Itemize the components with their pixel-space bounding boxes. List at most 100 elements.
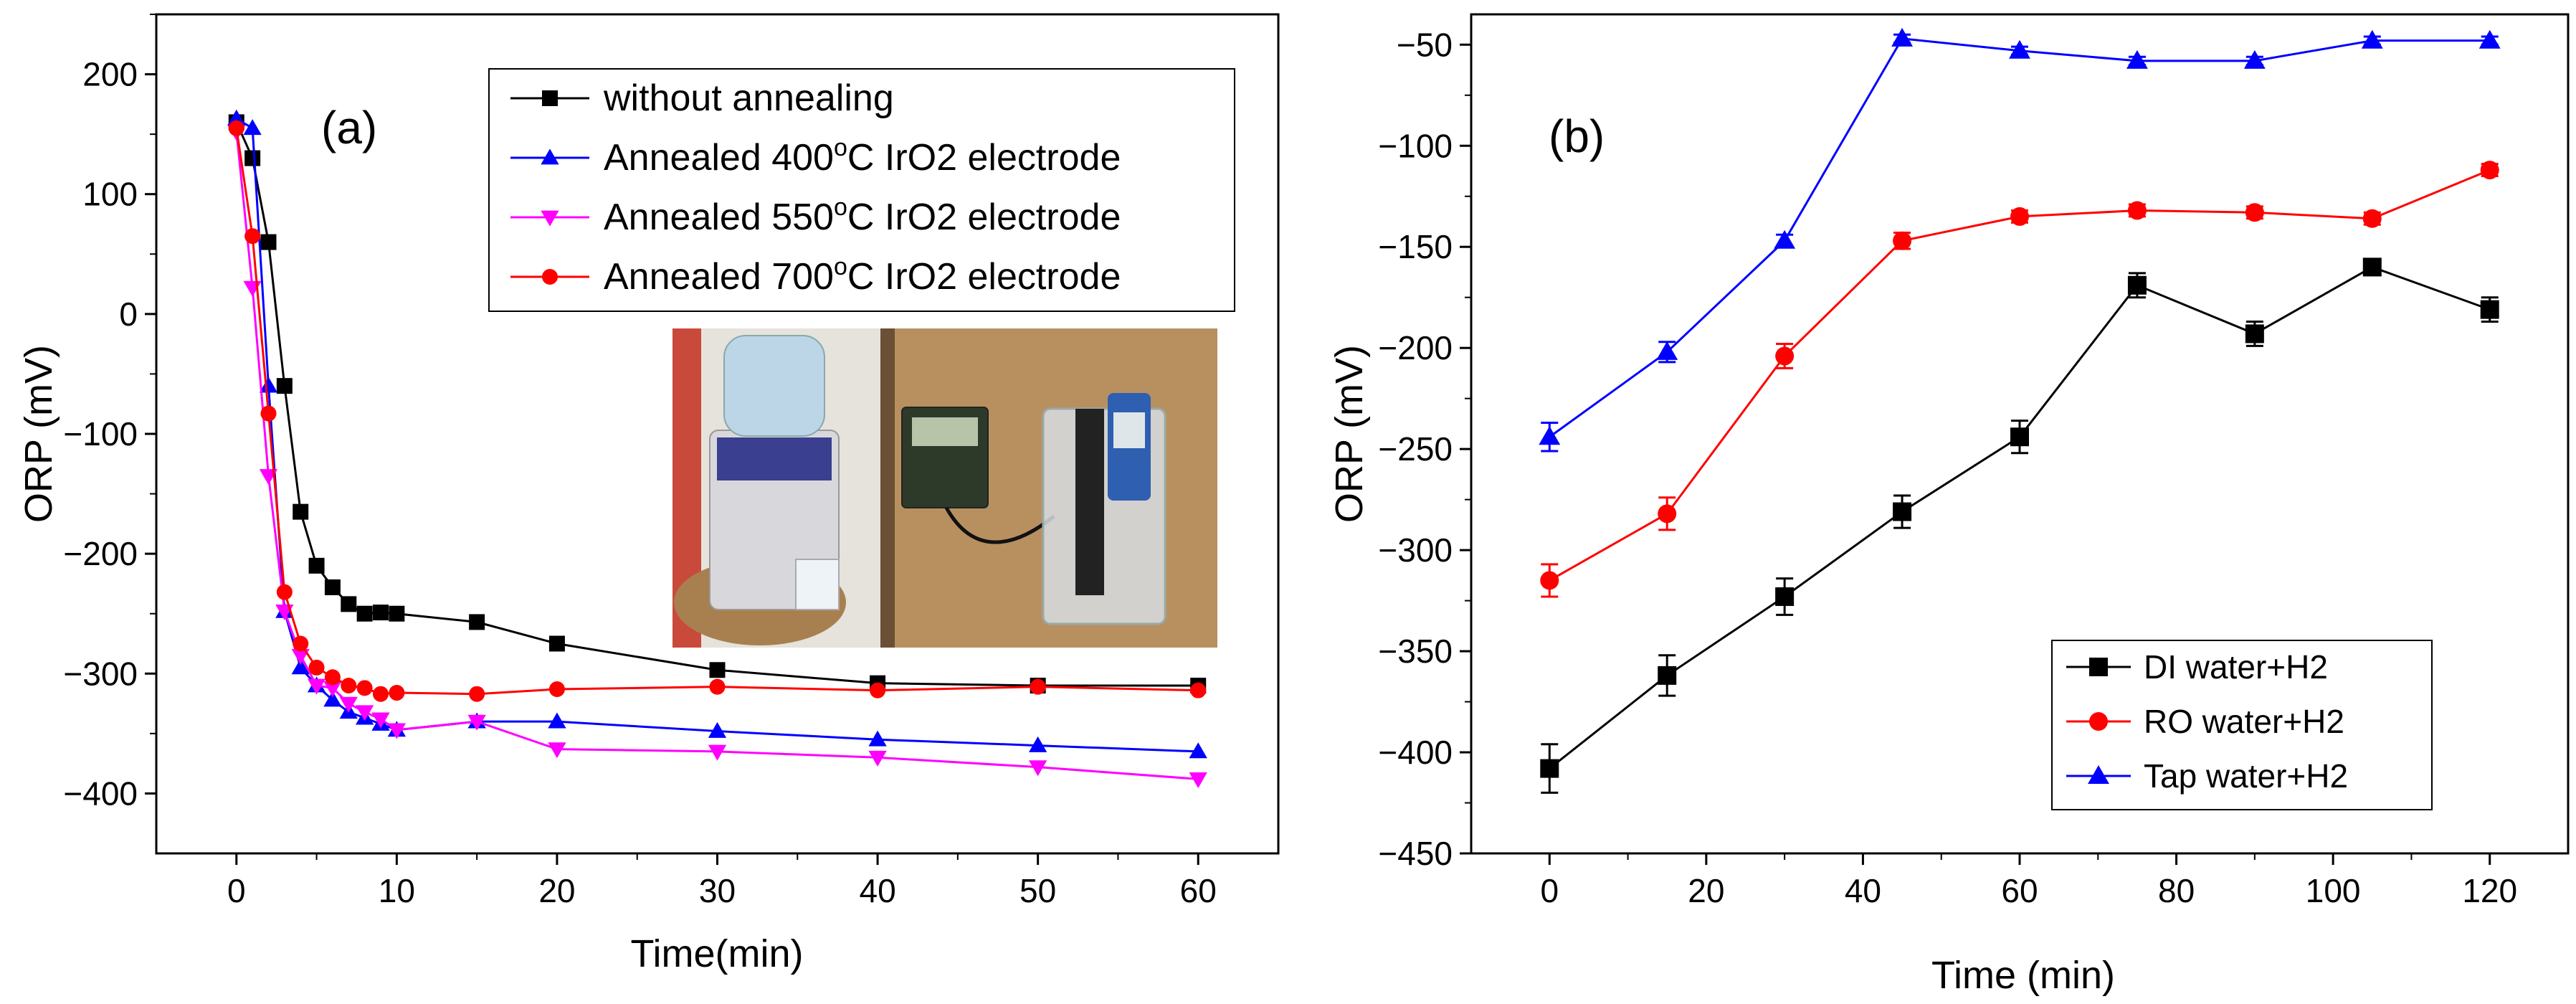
panel-a-label: (a) — [321, 102, 377, 153]
data-point — [276, 378, 293, 394]
data-point — [307, 678, 326, 695]
data-point — [548, 712, 566, 729]
data-point — [373, 605, 389, 621]
handheld-meter-display-icon — [1113, 412, 1145, 448]
y-tick-label: −150 — [1378, 228, 1453, 265]
data-point — [1190, 682, 1207, 698]
y-tick-label: −400 — [1378, 734, 1453, 771]
data-point — [243, 280, 262, 297]
series-ro-water-h2 — [1540, 161, 2499, 598]
data-point — [228, 120, 244, 136]
y-tick-label: 100 — [82, 176, 138, 213]
data-point — [387, 723, 407, 739]
y-tick-label: −250 — [1378, 430, 1453, 468]
data-point — [356, 680, 373, 696]
data-point — [1658, 666, 1677, 685]
x-tick-label: 40 — [1845, 872, 1881, 909]
y-tick-label: 200 — [82, 56, 138, 93]
series-di-water-h2 — [1540, 257, 2499, 794]
x-tick-label: 60 — [2001, 872, 2038, 909]
data-point — [548, 635, 565, 652]
water-bottle-icon — [723, 335, 825, 437]
data-point — [291, 658, 310, 675]
data-point — [371, 712, 390, 729]
panel-a-legend-markers — [510, 90, 589, 285]
data-point — [868, 750, 887, 767]
data-point — [244, 228, 261, 245]
data-point — [2361, 29, 2383, 49]
data-point — [324, 669, 341, 686]
data-point — [1658, 504, 1677, 524]
panel-a-y-axis-title: ORP (mV) — [17, 345, 60, 523]
data-point — [373, 686, 389, 702]
panel-b-label: (b) — [1549, 110, 1605, 162]
data-point — [293, 503, 309, 520]
data-point — [1189, 772, 1207, 789]
panel-a-ticks: 0 10 20 30 40 50 60 −400 −300 −200 −100 0 100 200 — [63, 14, 1217, 909]
data-point — [324, 579, 341, 595]
x-tick-label: 50 — [1020, 872, 1056, 909]
data-point — [548, 681, 565, 698]
data-point — [1775, 587, 1795, 606]
data-point — [469, 614, 485, 630]
x-tick-label: 80 — [2158, 872, 2195, 909]
data-point — [1893, 502, 1912, 521]
data-point — [1656, 341, 1678, 360]
y-tick-label: −400 — [63, 775, 138, 812]
panel-a-legend-box — [488, 68, 1235, 312]
legend-entry-tap-water: Tap water+H2 — [2144, 757, 2348, 795]
panel-a-series — [227, 109, 1207, 789]
legend-marker — [542, 90, 558, 106]
data-point — [1893, 231, 1912, 250]
data-point — [341, 596, 357, 612]
data-point — [2127, 275, 2147, 295]
data-point — [2127, 201, 2147, 220]
data-point — [1028, 736, 1047, 752]
legend-entry-annealed-700: Annealed 700oC IrO2 electrode — [604, 253, 1121, 298]
data-point — [870, 682, 886, 698]
data-point — [227, 109, 246, 126]
data-point — [2478, 29, 2501, 49]
data-point — [1540, 571, 1559, 590]
data-point — [389, 685, 405, 701]
probe-icon — [1075, 409, 1104, 595]
data-point — [308, 659, 325, 676]
legend-marker — [2089, 658, 2108, 676]
legend-entry-annealed-400: Annealed 400oC IrO2 electrode — [604, 134, 1121, 179]
panel-b-y-axis-title: ORP (mV) — [1328, 345, 1371, 523]
legend-marker — [2089, 712, 2108, 731]
y-tick-label: −100 — [1378, 127, 1453, 164]
data-point — [355, 705, 374, 721]
inset-photo-divider — [880, 328, 895, 648]
data-point — [709, 662, 726, 678]
legend-entry-annealed-550: Annealed 550oC IrO2 electrode — [604, 194, 1121, 238]
data-point — [2362, 209, 2382, 228]
data-point — [243, 119, 262, 136]
water-dispenser-panel-icon — [717, 437, 832, 480]
legend-marker — [541, 210, 559, 227]
data-point — [467, 714, 486, 731]
x-tick-label: 40 — [859, 872, 895, 909]
cup-icon — [795, 559, 840, 610]
x-tick-label: 10 — [379, 872, 415, 909]
y-tick-label: −50 — [1397, 26, 1453, 63]
data-point — [293, 635, 309, 652]
panel-a-x-axis-title: Time(min) — [631, 932, 804, 975]
data-point — [259, 376, 278, 393]
legend-entry-di-water: DI water+H2 — [2144, 648, 2328, 686]
data-point — [2480, 161, 2499, 180]
data-point — [868, 730, 887, 747]
data-point — [244, 150, 261, 166]
data-point — [291, 648, 310, 665]
data-point — [469, 686, 485, 702]
panel-b-legend-markers — [2066, 658, 2131, 785]
data-point — [2245, 324, 2264, 344]
y-tick-label: −200 — [63, 535, 138, 572]
x-tick-label: 120 — [2462, 872, 2517, 909]
data-point — [1189, 742, 1207, 759]
data-point — [2245, 203, 2264, 222]
data-point — [2362, 257, 2382, 277]
panel-a: 0 10 20 30 40 50 60 −400 −300 −200 −100 0 100 200 (a)… — [17, 13, 1280, 975]
y-tick-label: −200 — [1378, 329, 1453, 366]
